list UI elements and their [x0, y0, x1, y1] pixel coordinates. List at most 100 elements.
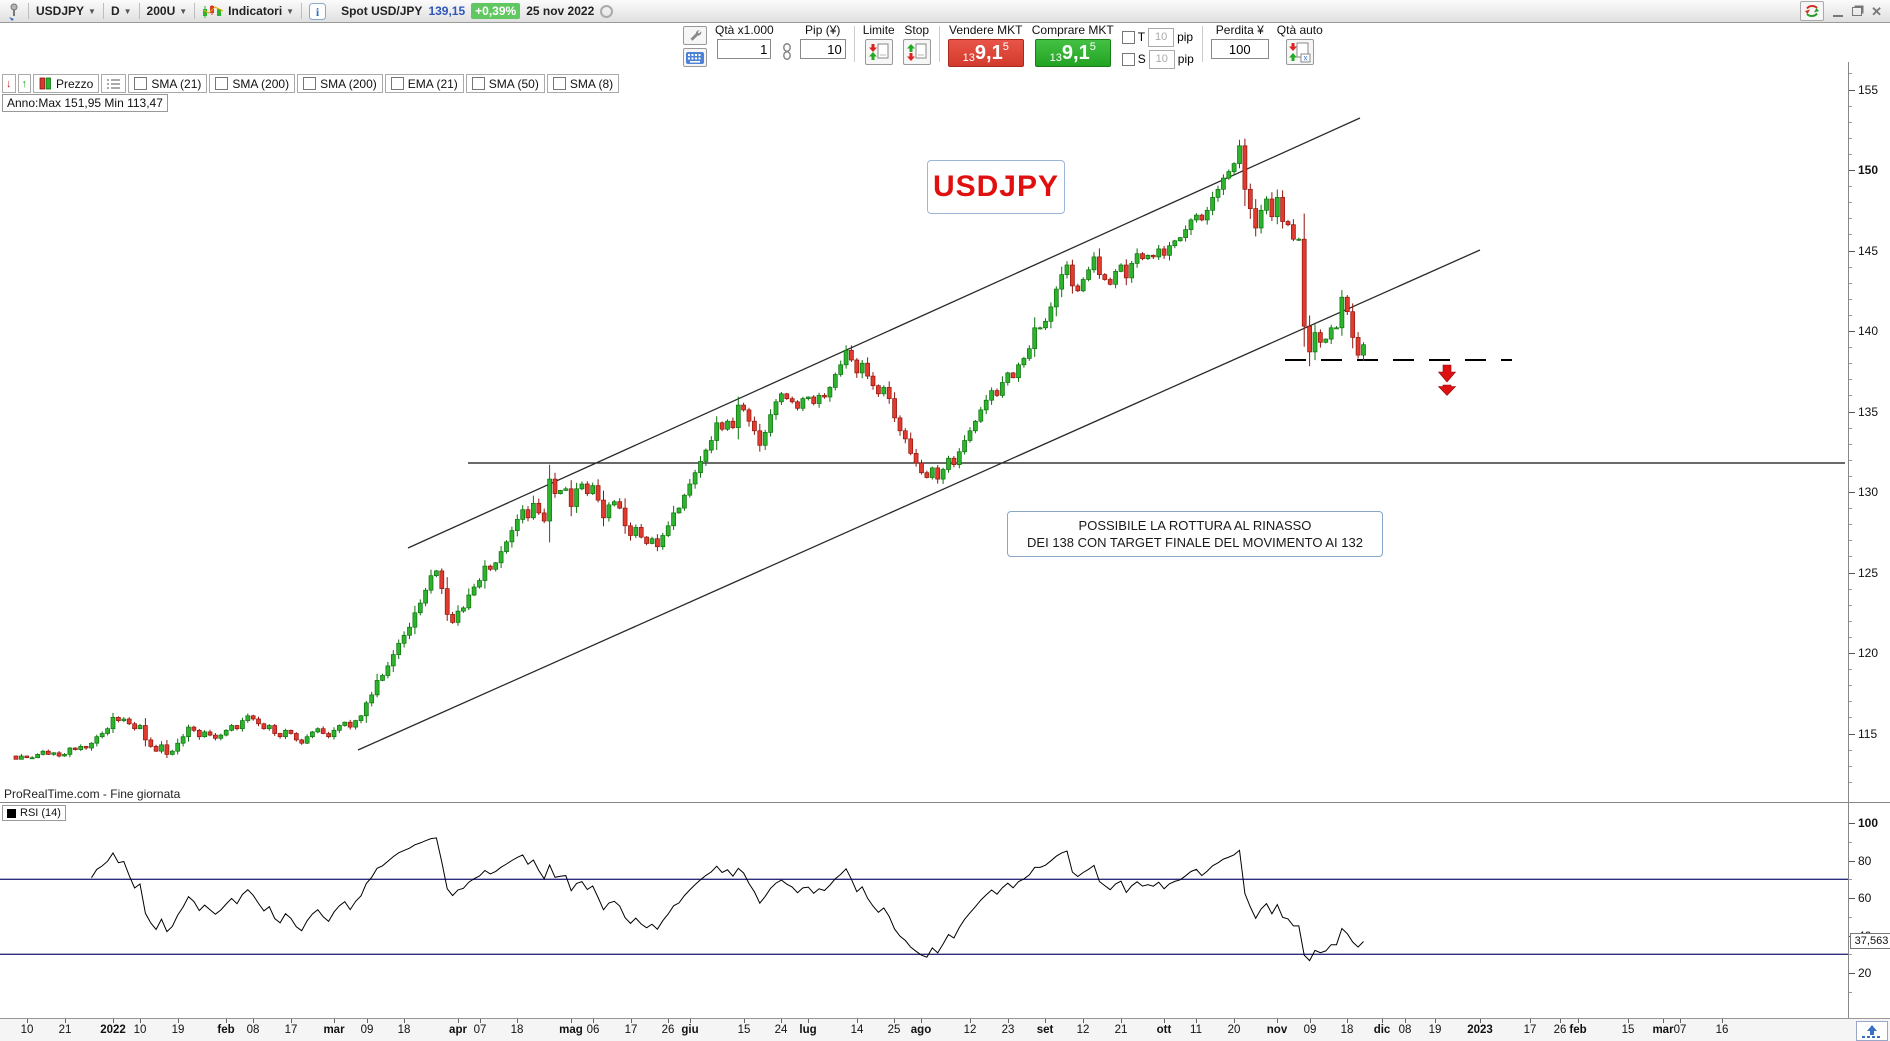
limit-order-icon [868, 43, 889, 60]
time-axis[interactable]: 10 21 2022 10 19 feb 08 17 mar 09 18 apr 07 18 mag 06 17… [0, 1018, 1890, 1041]
scroll-to-last-button[interactable] [1856, 1021, 1888, 1041]
overlay-checkbox[interactable] [552, 77, 566, 90]
time-tick [1045, 1019, 1046, 1023]
price-tick [1849, 379, 1852, 381]
settings-button[interactable] [683, 26, 707, 45]
symbol-selector[interactable]: USDJPY ▼ [29, 0, 103, 22]
close-button[interactable]: ✕ [1871, 3, 1882, 19]
overlay-checkbox[interactable] [471, 77, 485, 90]
time-axis-label: feb [1569, 1024, 1587, 1036]
take-profit-pips-input[interactable] [1148, 27, 1175, 47]
list-settings-button[interactable] [101, 74, 127, 93]
take-profit-checkbox[interactable] [1121, 30, 1135, 44]
price-tick [1849, 137, 1852, 139]
limit-order-button[interactable] [864, 39, 893, 65]
scroll-up-button[interactable]: ↑ [17, 74, 31, 93]
note-line-2: DEI 138 CON TARGET FINALE DEL MOVIMENTO … [1027, 535, 1363, 550]
price-axis-label: 155 [1858, 82, 1879, 97]
restore-button[interactable] [1852, 6, 1863, 16]
price-tick [1849, 266, 1852, 268]
auto-quantity-icon: x [1288, 42, 1311, 62]
time-axis-label: 18 [397, 1024, 411, 1036]
rsi-current-value-box: 37,563 [1850, 933, 1890, 950]
time-axis-label: feb [217, 1024, 235, 1036]
rsi-line [91, 837, 1364, 962]
time-tick [1083, 1019, 1084, 1023]
quantity-input[interactable] [717, 39, 772, 59]
overlay-toggle-sma-200[interactable]: SMA (200) [297, 74, 383, 93]
timeframe-selector[interactable]: D ▼ [110, 4, 132, 18]
time-axis-label: 21 [1114, 1024, 1128, 1036]
rsi-axis-label: 60 [1858, 891, 1872, 905]
time-axis-label: ott [1156, 1024, 1172, 1036]
overlay-checkbox[interactable] [390, 77, 404, 90]
channel-lower-trendline [357, 249, 1481, 751]
time-tick [857, 1019, 858, 1023]
pin-icon[interactable] [0, 0, 28, 22]
overlay-toggle-sma-50[interactable]: SMA (50) [465, 74, 545, 93]
stop-loss-checkbox[interactable] [1121, 52, 1135, 66]
rsi-axis[interactable]: 2040608010037,563 [1848, 802, 1890, 1018]
candle-icon [39, 77, 51, 90]
price-tick [1849, 475, 1852, 477]
quantity-label: Qtà x1.000 [715, 23, 774, 37]
time-tick [480, 1019, 481, 1023]
stop-order-button[interactable] [902, 39, 931, 65]
time-tick [1663, 1019, 1664, 1023]
auto-quantity-button[interactable]: x [1285, 39, 1314, 65]
time-tick [690, 1019, 691, 1023]
pip-input[interactable] [799, 39, 846, 59]
time-tick [1382, 1019, 1383, 1023]
refresh-button[interactable] [1800, 1, 1825, 21]
overlay-checkbox[interactable] [134, 77, 148, 90]
symbol-annotation-box[interactable]: USDJPY [927, 160, 1065, 214]
take-profit-label: T [1137, 30, 1146, 44]
range-selector[interactable]: 200U ▼ [146, 4, 188, 18]
quote-date: 25 nov 2022 [526, 4, 595, 18]
time-axis-label: lug [799, 1024, 817, 1036]
price-tick [1849, 73, 1852, 75]
svg-text:x: x [1303, 53, 1307, 62]
sell-market-button[interactable]: 13 9,1 5 [947, 39, 1024, 67]
price-tick [1849, 121, 1852, 123]
analysis-note-box[interactable]: POSSIBILE LA ROTTURA AL RINASSO DEI 138 … [1007, 511, 1383, 557]
limit-order-label: Limite [862, 23, 895, 37]
overlay-checkbox[interactable] [303, 77, 317, 90]
time-tick [27, 1019, 28, 1023]
price-axis[interactable]: 115 120 125 130 135 140 145 150 155 [1848, 62, 1890, 802]
price-axis-label: 140 [1858, 324, 1879, 338]
time-axis-label: 15 [737, 1024, 751, 1036]
trade-panel: Qtà x1.000 Pip (¥) Limite Stop Vendere M… [683, 23, 1323, 69]
overlay-label: EMA (21) [407, 76, 458, 91]
indicators-button[interactable]: Indicatori ▼ [195, 0, 301, 22]
max-loss-input[interactable] [1210, 39, 1269, 59]
rsi-legend[interactable]: RSI (14) [2, 805, 66, 821]
scroll-down-button[interactable]: ↓ [2, 74, 16, 93]
overlay-label: SMA (21) [151, 76, 202, 91]
time-axis-label: 07 [1673, 1024, 1687, 1036]
jump-to-end-icon [1862, 1024, 1880, 1038]
stop-loss-label: S [1137, 52, 1146, 66]
price-tick [1849, 314, 1852, 316]
info-button[interactable]: i [302, 0, 333, 22]
price-series-toggle[interactable]: Prezzo [33, 74, 100, 93]
spot-price: 139,15 [428, 4, 466, 18]
rsi-axis-label: 100 [1858, 816, 1879, 830]
pin-icon-svg [9, 3, 18, 21]
overlay-toggle-sma-8[interactable]: SMA (8) [546, 74, 620, 93]
overlay-toggle-sma-21[interactable]: SMA (21) [128, 74, 208, 93]
time-tick [1277, 1019, 1278, 1023]
time-axis-label: 2023 [1467, 1024, 1493, 1036]
overlay-checkbox[interactable] [215, 77, 229, 90]
time-tick [1008, 1019, 1009, 1023]
minimize-button[interactable] [1833, 14, 1844, 17]
time-axis-label: 18 [510, 1024, 524, 1036]
overlay-toggle-sma-200[interactable]: SMA (200) [209, 74, 296, 93]
time-axis-label: 17 [1523, 1024, 1537, 1036]
stop-loss-pips-input[interactable] [1148, 49, 1175, 69]
overlay-toggle-ema-21[interactable]: EMA (21) [384, 74, 464, 93]
sell-label: Vendere MKT [949, 23, 1023, 37]
buy-market-button[interactable]: 13 9,1 5 [1034, 39, 1111, 67]
time-axis-label: mag [559, 1024, 583, 1036]
keypad-button[interactable] [683, 48, 707, 67]
